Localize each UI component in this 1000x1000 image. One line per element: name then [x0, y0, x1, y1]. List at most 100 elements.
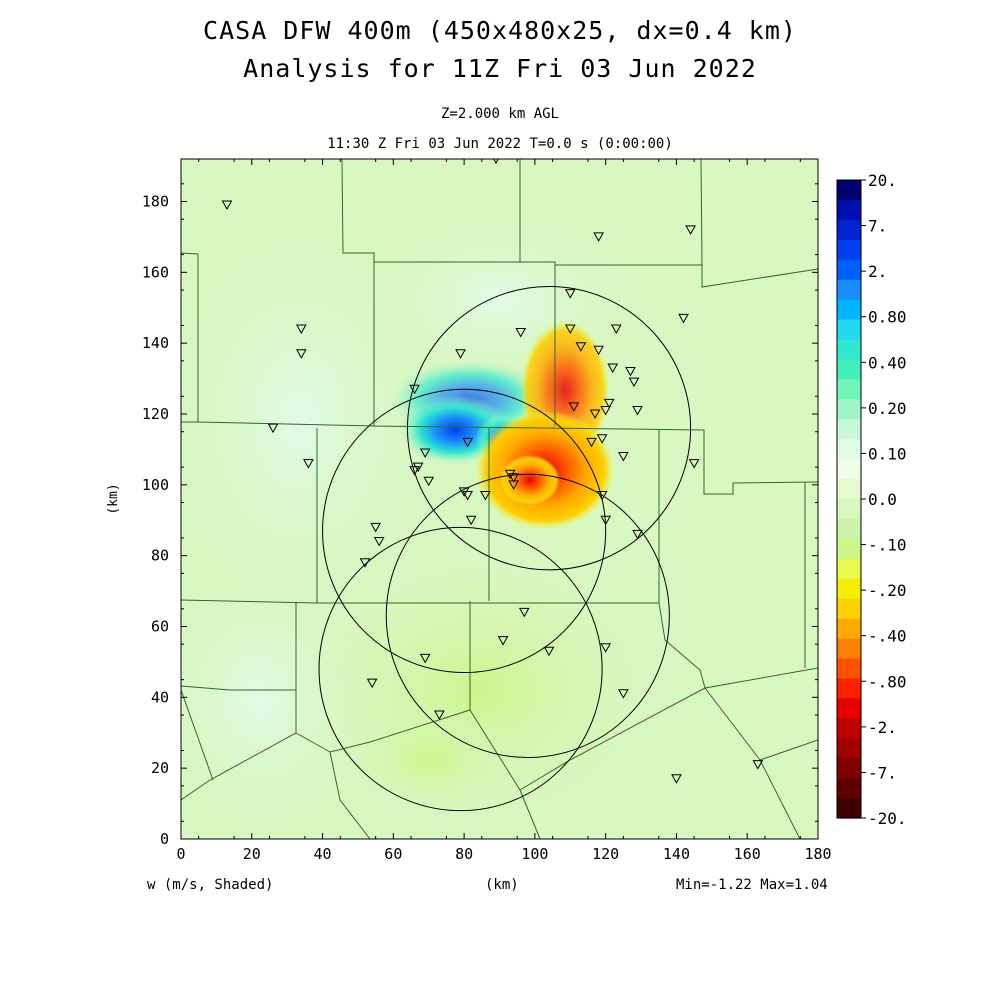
y-tick-label: 60 — [151, 618, 169, 636]
station-marker — [518, 607, 530, 618]
colorbar-swatch — [837, 379, 861, 400]
colorbar-swatch — [837, 180, 861, 201]
colorbar-swatch — [837, 219, 861, 241]
field-patch — [340, 700, 520, 820]
border-line — [329, 751, 371, 839]
colorbar-swatch — [837, 758, 861, 779]
colorbar-swatch — [837, 578, 861, 600]
colorbar-swatch — [837, 479, 861, 500]
x-tick-label: 20 — [243, 845, 261, 863]
colorbar-swatch — [837, 199, 861, 221]
station-marker — [508, 473, 520, 483]
colorbar-swatch — [837, 459, 861, 480]
colorbar-swatch — [837, 538, 861, 560]
colorbar-swatch — [837, 439, 861, 460]
colorbar-swatch — [837, 259, 861, 281]
colorbar-swatch — [837, 518, 861, 540]
y-tick-label: 0 — [160, 830, 169, 848]
station-marker — [370, 522, 381, 533]
x-tick-label: 100 — [521, 845, 548, 863]
station-marker — [564, 289, 576, 299]
x-tick-label: 140 — [663, 845, 690, 863]
colorbar-swatch — [837, 299, 861, 321]
station-marker — [366, 678, 378, 689]
x-tick-label: 0 — [176, 845, 185, 863]
station-marker — [497, 636, 509, 646]
y-tick-label: 100 — [142, 476, 169, 494]
station-marker — [618, 689, 629, 699]
x-axis: 0 20 40 60 80 100 120 140 160 180 — [176, 159, 832, 863]
radar-range-ring — [406, 286, 692, 571]
min-max-label: Min=-1.22 Max=1.04 — [676, 877, 828, 893]
colorbar-label: 0.40 — [868, 353, 907, 372]
colorbar-swatch — [837, 678, 861, 699]
station-marker — [373, 537, 385, 547]
station-marker — [479, 490, 491, 501]
x-tick-label: 60 — [384, 845, 402, 863]
colorbar-label: 7. — [868, 217, 887, 236]
station-marker — [600, 515, 612, 526]
station-marker — [688, 459, 700, 469]
chart-title-line1: CASA DFW 400m (450x480x25, dx=0.4 km) — [203, 16, 797, 45]
station-marker — [600, 643, 612, 653]
station-marker — [575, 342, 587, 352]
border-line — [341, 159, 556, 426]
station-marker — [303, 459, 314, 469]
station-marker — [593, 232, 604, 242]
station-marker — [409, 384, 420, 395]
station-marker — [586, 437, 597, 448]
colorbar-swatch — [837, 698, 861, 719]
shaded-field — [181, 159, 818, 839]
station-marker — [419, 653, 431, 664]
variable-label: w (m/s, Shaded) — [147, 877, 274, 893]
station-marker — [603, 398, 615, 409]
colorbar-label: 0.10 — [868, 444, 907, 463]
colorbar-label: 2. — [868, 262, 887, 281]
station-marker — [515, 328, 527, 338]
x-tick-label: 120 — [592, 845, 619, 863]
y-tick-label: 20 — [151, 759, 169, 777]
colorbar-label: -2. — [868, 718, 897, 737]
colorbar-swatch — [837, 319, 861, 341]
station-marker — [610, 324, 622, 335]
colorbar-label: 20. — [868, 171, 897, 190]
y-tick-label: 160 — [142, 263, 169, 281]
station-markers — [221, 159, 764, 784]
colorbar: 20. 7. 2. 0.80 0.40 0.20 0.10 0.0 -.10 -.20 -.40 -.… — [836, 171, 907, 828]
station-marker — [295, 324, 307, 335]
colorbar-swatch — [837, 798, 861, 819]
colorbar-swatch — [837, 778, 861, 799]
x-tick-label: 80 — [455, 845, 473, 863]
station-marker — [409, 466, 420, 476]
station-marker — [618, 452, 629, 462]
station-marker — [433, 710, 445, 721]
y-tick-label: 140 — [142, 334, 169, 352]
station-marker — [455, 349, 466, 359]
y-tick-label: 40 — [151, 688, 169, 706]
station-marker — [600, 405, 612, 416]
x-tick-label: 40 — [314, 845, 332, 863]
colorbar-label: 0.20 — [868, 399, 907, 418]
border-line — [701, 265, 818, 288]
colorbar-label: 0.80 — [868, 308, 907, 327]
colorbar-swatch — [837, 618, 861, 640]
colorbar-swatch — [837, 738, 861, 759]
station-marker — [632, 529, 643, 540]
station-marker — [671, 774, 682, 784]
station-marker — [419, 448, 431, 458]
x-axis-label: (km) — [485, 877, 519, 893]
colorbar-label: -.80 — [868, 672, 907, 691]
station-marker — [267, 423, 279, 434]
colorbar-swatch — [837, 499, 861, 520]
x-tick-label: 160 — [734, 845, 761, 863]
station-marker — [359, 558, 371, 568]
station-marker — [596, 434, 608, 444]
border-line — [373, 425, 818, 495]
y-tick-label: 80 — [151, 547, 169, 565]
y-tick-label: 120 — [142, 405, 169, 423]
colorbar-swatch — [837, 558, 861, 580]
station-marker — [752, 760, 764, 770]
station-marker — [628, 377, 640, 388]
colorbar-label: -.40 — [868, 627, 907, 646]
